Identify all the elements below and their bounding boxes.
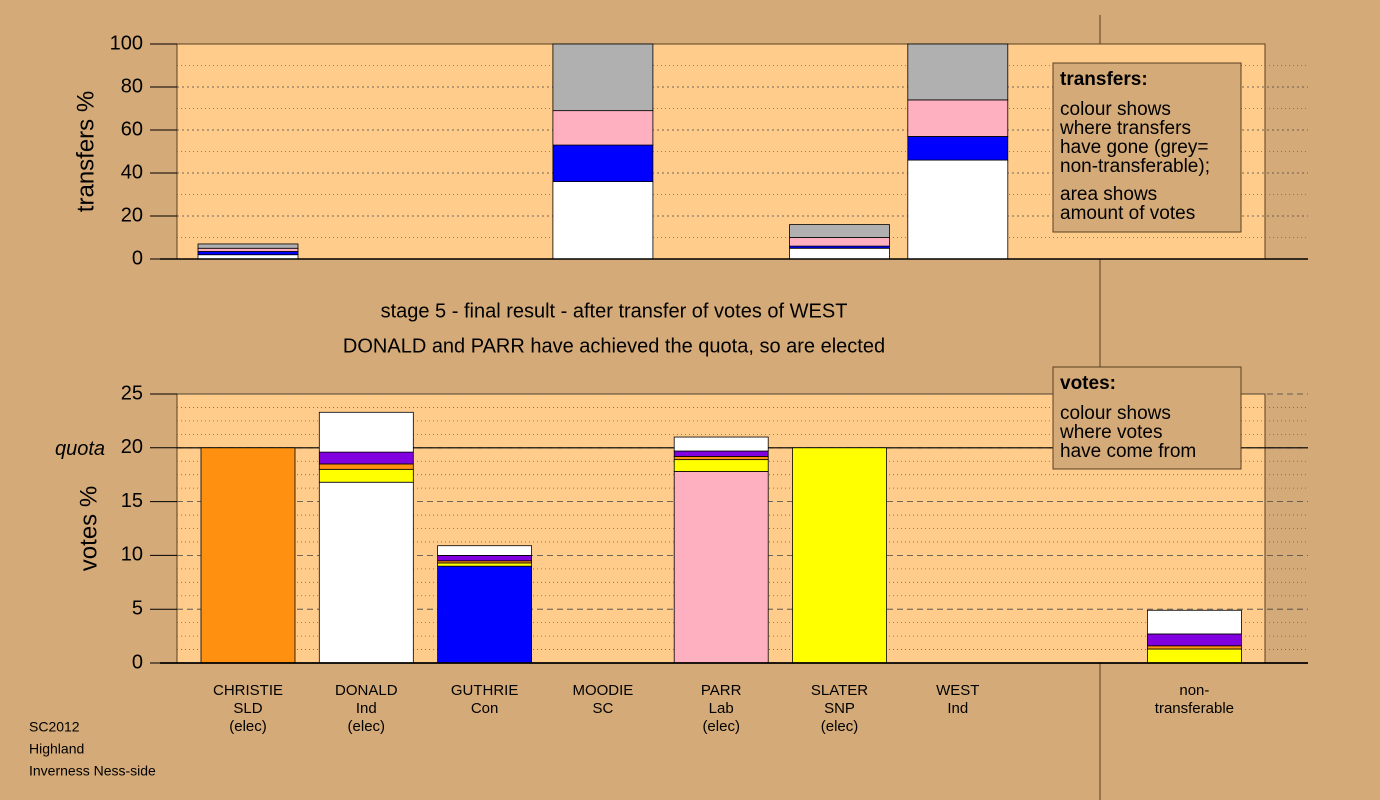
y-tick-label: 20 [121, 204, 143, 226]
legend-title: transfers: [1060, 69, 1148, 90]
bar-segment [552, 181, 654, 260]
y-tick-label: 10 [121, 544, 143, 566]
x-tick-label: Ind [356, 700, 377, 717]
x-tick-label: MOODIE [572, 682, 633, 699]
footer: SC2012 [29, 719, 80, 735]
bar-segment [673, 436, 769, 452]
x-tick-label: (elec) [702, 718, 740, 735]
title-line: DONALD and PARR have achieved the quota,… [343, 335, 885, 357]
x-tick-label: PARR [701, 682, 742, 699]
legend-box [1052, 62, 1242, 233]
legend-text: amount of votes [1060, 203, 1195, 224]
y-tick-label: 0 [132, 651, 143, 673]
legend-text: have come from [1060, 441, 1196, 462]
legend-text: colour shows [1060, 403, 1171, 424]
legend-text: where transfers [1059, 118, 1191, 139]
bar-segment [673, 456, 769, 461]
x-tick-label: (elec) [229, 718, 267, 735]
x-tick-label: SC [592, 700, 613, 717]
bar-segment [792, 447, 887, 664]
title-line: stage 5 - final result - after transfer … [381, 300, 848, 322]
bar-segment [552, 110, 654, 146]
bar-segment [197, 251, 299, 256]
bar-segment [552, 144, 654, 183]
bar-segment [673, 471, 769, 664]
bar-segment [907, 159, 1009, 260]
bar-segment [318, 468, 414, 483]
y-axis-label: votes % [75, 486, 102, 571]
y-tick-label: 40 [121, 161, 143, 183]
bar-segment [200, 447, 296, 664]
y-tick-label: 5 [132, 597, 143, 619]
bar-segment [1147, 633, 1242, 647]
x-tick-label: WEST [936, 682, 979, 699]
legend-text: non-transferable); [1060, 156, 1210, 177]
bar-segment [789, 224, 890, 238]
y-tick-label: 100 [110, 32, 143, 54]
bar-segment [437, 555, 533, 562]
x-tick-label: Lab [709, 700, 734, 717]
x-tick-label: non- [1179, 682, 1209, 699]
bar-segment [789, 247, 890, 260]
legend-text: where votes [1059, 422, 1162, 443]
legend-box [1052, 366, 1242, 470]
x-tick-label: transferable [1155, 700, 1234, 717]
quota-label: quota [55, 438, 105, 460]
footer: Highland [29, 741, 84, 757]
bar-segment [437, 565, 533, 664]
bar-segment [673, 450, 769, 457]
x-tick-label: (elec) [821, 718, 859, 735]
bar-segment [789, 237, 890, 247]
legend-text: area shows [1060, 184, 1157, 205]
x-tick-label: SNP [824, 700, 855, 717]
bar-segment [907, 43, 1009, 101]
y-axis-label: transfers % [72, 91, 99, 212]
x-tick-label: SLD [233, 700, 262, 717]
bar-segment [318, 411, 414, 453]
x-tick-label: CHRISTIE [213, 682, 283, 699]
bar-segment [197, 247, 299, 252]
y-tick-label: 15 [121, 490, 143, 512]
bar-segment [437, 545, 533, 556]
x-tick-label: Ind [947, 700, 968, 717]
bar-segment [907, 99, 1009, 137]
bar-segment [1147, 609, 1242, 635]
bar-segment [318, 463, 414, 470]
y-tick-label: 25 [121, 382, 143, 404]
x-tick-label: Con [471, 700, 499, 717]
bar-segment [552, 43, 654, 112]
y-tick-label: 80 [121, 75, 143, 97]
x-tick-label: SLATER [811, 682, 868, 699]
bar-segment [318, 451, 414, 465]
legend-title: votes: [1060, 373, 1116, 394]
bar-segment [318, 481, 414, 664]
y-tick-label: 60 [121, 118, 143, 140]
bar-segment [437, 562, 533, 567]
bar-segment [1147, 645, 1242, 650]
bar-segment [673, 459, 769, 472]
bar-segment [197, 243, 299, 249]
bar-segment [1147, 648, 1242, 664]
x-tick-label: (elec) [348, 718, 386, 735]
legend-text: colour shows [1060, 99, 1171, 120]
bar-segment [907, 136, 1009, 161]
y-tick-label: 0 [132, 247, 143, 269]
legend-text: have gone (grey= [1060, 137, 1208, 158]
x-tick-label: GUTHRIE [451, 682, 519, 699]
x-tick-label: DONALD [335, 682, 398, 699]
footer: Inverness Ness-side [29, 763, 156, 779]
y-tick-label: 20 [121, 436, 143, 458]
